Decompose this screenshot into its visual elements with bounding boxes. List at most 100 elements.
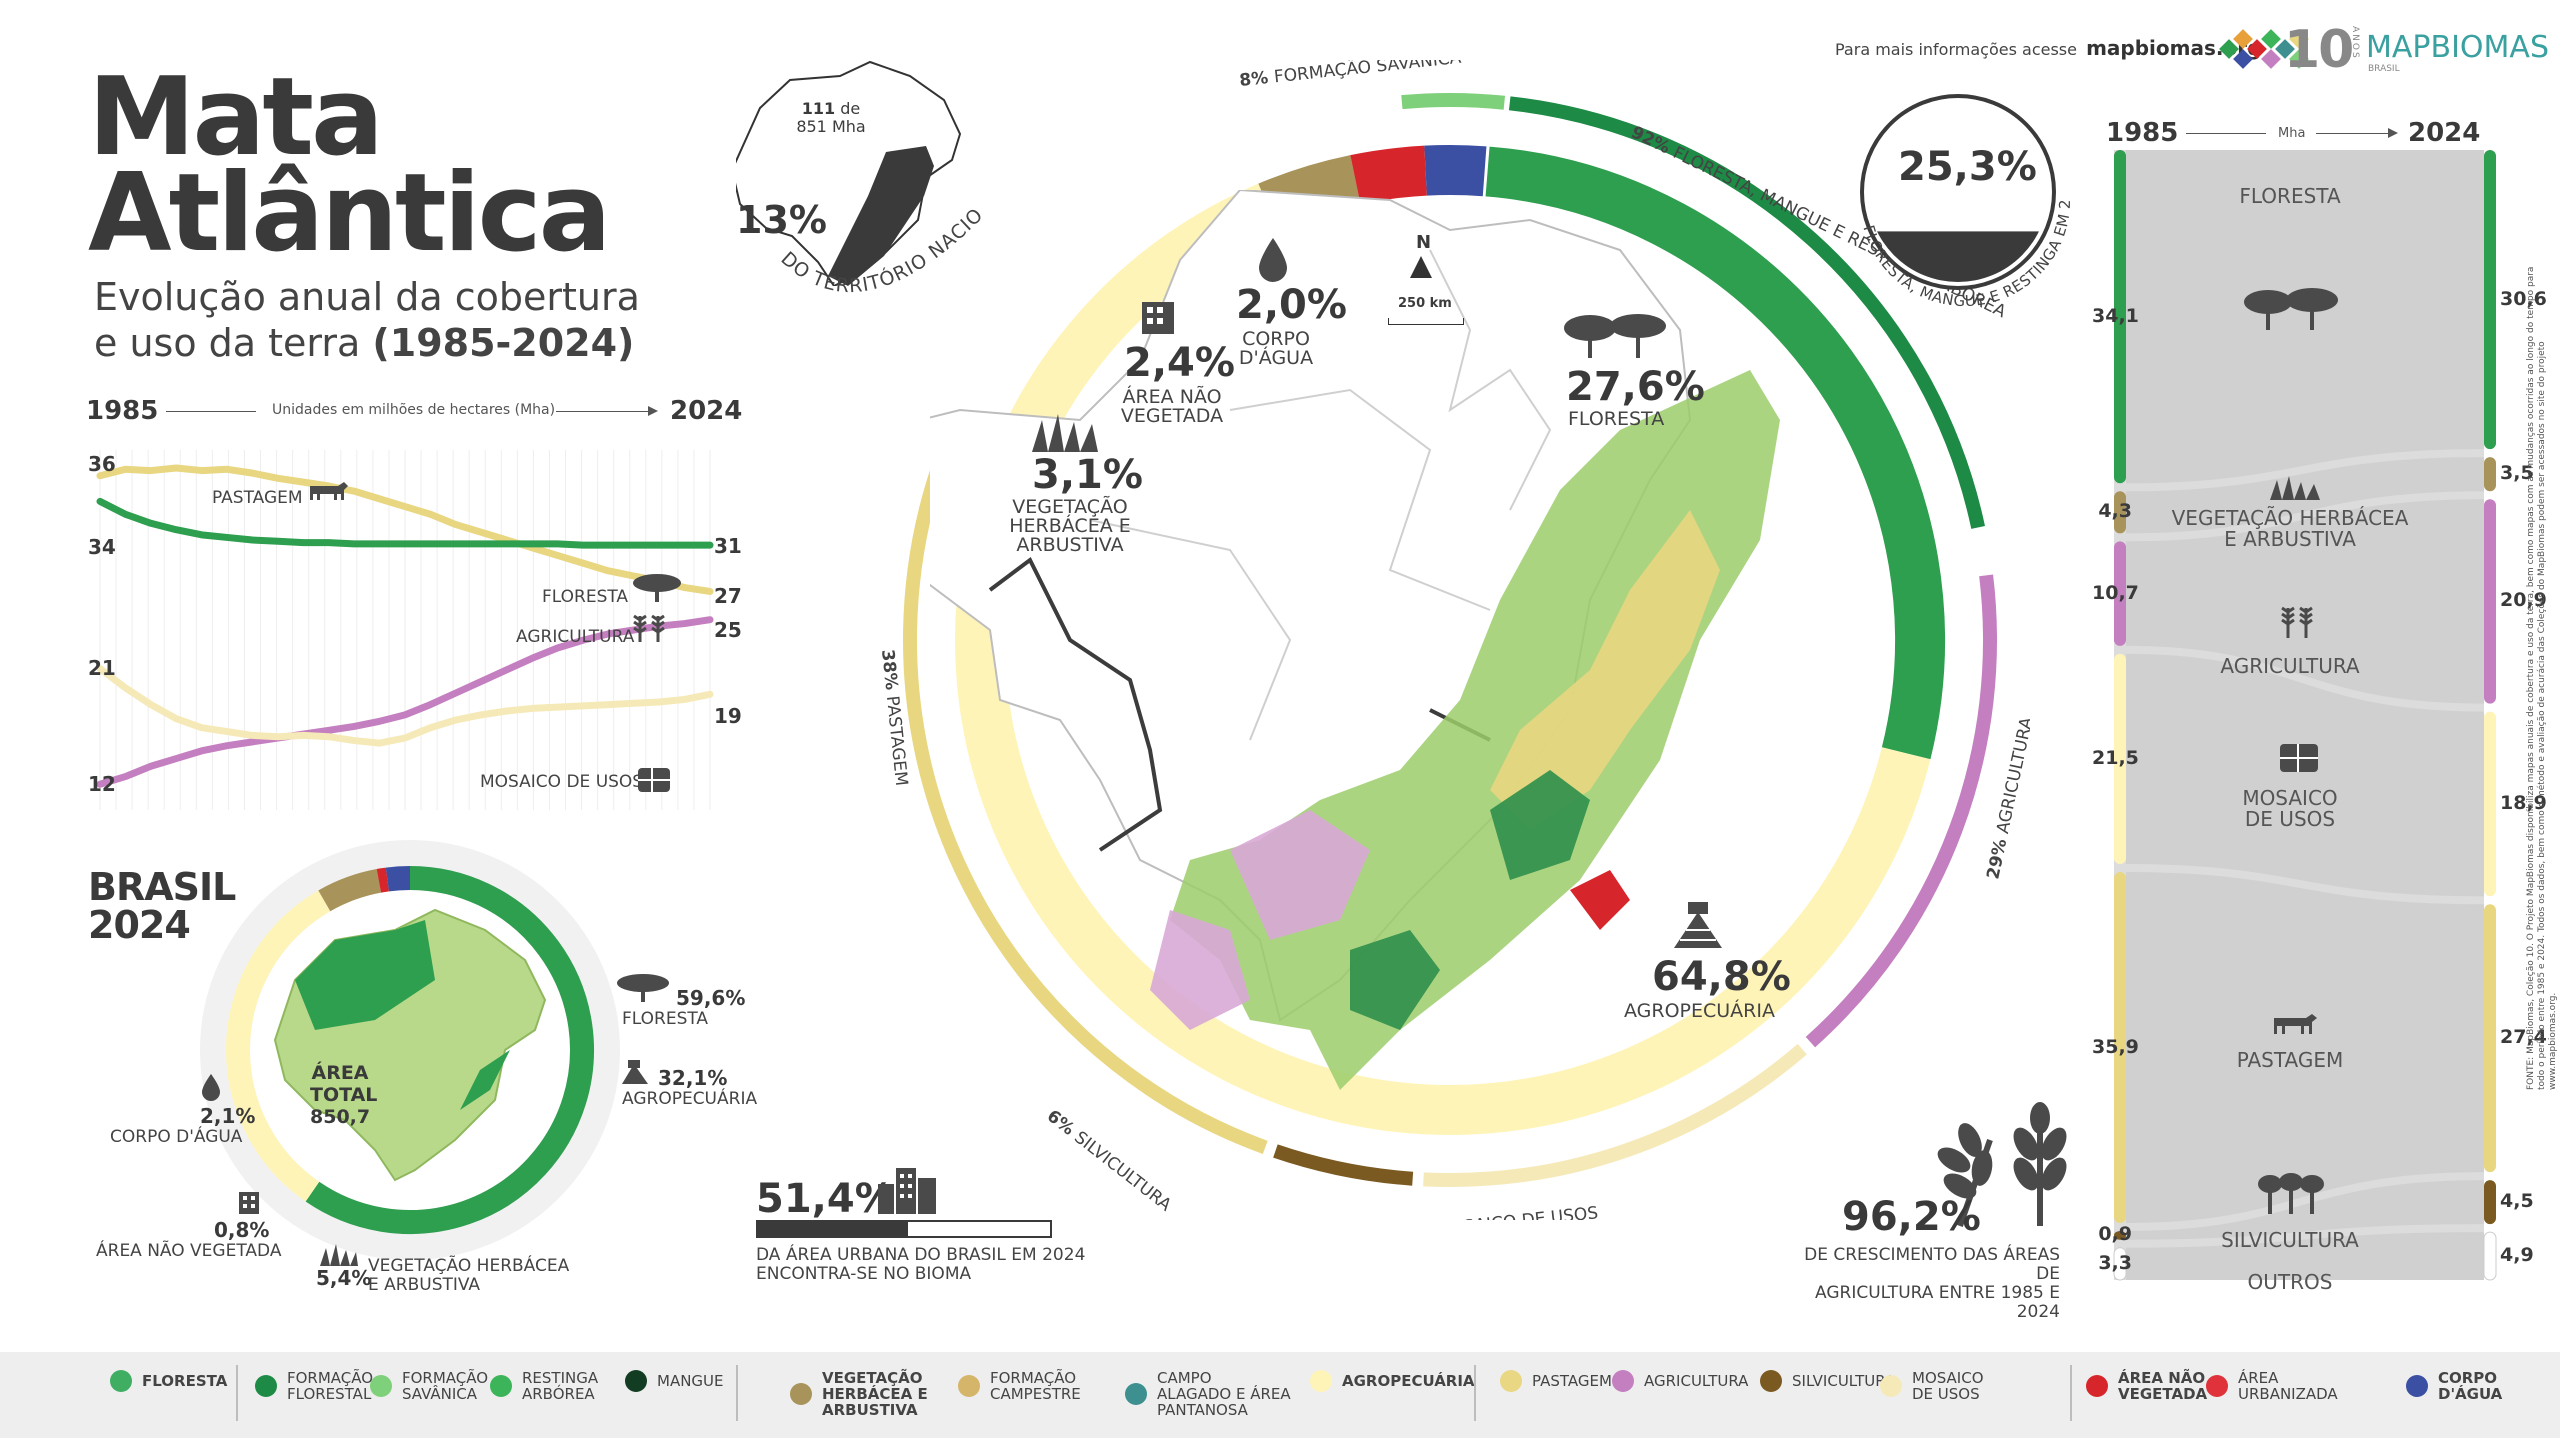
central-water-icon bbox=[1259, 238, 1287, 282]
info-line: Para mais informações acesse mapbiomas.o… bbox=[1835, 36, 2261, 60]
legend-item-5: VEGETAÇÃO HERBÁCEA E ARBUSTIVA bbox=[790, 1370, 928, 1418]
legend-item-2: FORMAÇÃO SAVÂNICA bbox=[370, 1370, 488, 1402]
floresta-end-label: 31 bbox=[714, 534, 742, 558]
sankey-unit: Mha bbox=[2278, 126, 2306, 141]
floresta-start-label: 34 bbox=[88, 535, 116, 559]
brasil-title-line1: BRASIL bbox=[88, 865, 236, 909]
north-arrow-icon bbox=[1410, 256, 1432, 278]
legend-swatch-15 bbox=[2406, 1375, 2428, 1397]
central-veg-icon bbox=[1032, 414, 1098, 452]
sankey-left-value-6: 3,3 bbox=[2098, 1251, 2132, 1274]
legend-label-15: CORPO D'ÁGUA bbox=[2438, 1369, 2503, 1403]
central-veg-value: 3,1% bbox=[1032, 452, 1143, 498]
outer-arc-label-0: 8% FORMAÇÃO SAVÂNICA bbox=[1238, 60, 1462, 91]
territory-area-total: 851 Mha bbox=[796, 117, 866, 136]
legend-label-4: MANGUE bbox=[657, 1372, 724, 1390]
brasil-veg-label-1: VEGETAÇÃO HERBÁCEA bbox=[368, 1256, 570, 1276]
brasil-ring-segment-1 bbox=[226, 890, 331, 1202]
mata-atlantica-map bbox=[930, 190, 1780, 1090]
agri-growth-text-1: DE CRESCIMENTO DAS ÁREAS DE bbox=[1804, 1245, 2060, 1284]
brasil-veg-value: 5,4% bbox=[316, 1266, 372, 1290]
brasil-ring-segment-2 bbox=[318, 869, 382, 912]
outer-arc-0 bbox=[1401, 93, 1506, 110]
sankey-right-value-3: 18,9 bbox=[2500, 791, 2547, 814]
pastagem-end-label: 27 bbox=[714, 584, 742, 608]
sankey-right-value-1: 3,5 bbox=[2500, 462, 2534, 485]
legend-item-4: MANGUE bbox=[625, 1370, 724, 1392]
sankey-left-bar-1 bbox=[2114, 491, 2126, 534]
agricultura-start-label: 12 bbox=[88, 772, 116, 796]
brasil-agro-value: 32,1% bbox=[658, 1066, 728, 1090]
central-ring-segment-floresta bbox=[1485, 146, 1945, 760]
sankey-cow-icon bbox=[2274, 1014, 2317, 1034]
brasil-ring-segments bbox=[226, 866, 594, 1234]
sankey-right-bar-2 bbox=[2484, 499, 2496, 704]
outer-arc-4 bbox=[1273, 1144, 1414, 1186]
sankey-right-bar-5 bbox=[2484, 1180, 2496, 1225]
legend-swatch-7 bbox=[1125, 1383, 1147, 1405]
legend-item-0: FLORESTA bbox=[110, 1370, 227, 1392]
sankey-category-6: OUTROS bbox=[2247, 1270, 2333, 1294]
legend-swatch-0 bbox=[110, 1370, 132, 1392]
central-agua-label-1: CORPO bbox=[1242, 328, 1310, 350]
sankey-left-value-3: 21,5 bbox=[2092, 746, 2139, 769]
central-building-icon bbox=[1142, 302, 1174, 334]
legend-item-14: ÁREA URBANIZADA bbox=[2206, 1370, 2338, 1402]
tree-icon bbox=[633, 574, 681, 602]
legend-swatch-1 bbox=[255, 1375, 277, 1397]
outer-arc-label-2: 29% AGRICULTURA bbox=[1983, 715, 2030, 881]
brasil-map-icon bbox=[273, 908, 547, 1182]
brasil-ring-segment-3 bbox=[376, 867, 390, 893]
central-agua-label-2: D'ÁGUA bbox=[1238, 347, 1314, 369]
sankey-category-2: AGRICULTURA bbox=[2220, 654, 2360, 678]
territory-label-arc: DO TERRITÓRIO NACIONAL bbox=[760, 180, 987, 297]
brasil-water-icon bbox=[202, 1074, 220, 1101]
line-series-1 bbox=[96, 497, 714, 549]
sankey-flows bbox=[2114, 150, 2484, 1280]
sankey-flow-5 bbox=[2126, 1180, 2484, 1240]
sankey-veg-icon bbox=[2270, 476, 2320, 500]
sankey-category-4: PASTAGEM bbox=[2236, 1048, 2344, 1072]
legend-swatch-6 bbox=[958, 1375, 980, 1397]
central-floresta-value: 27,6% bbox=[1566, 364, 1705, 410]
forest-circle-label: FLORESTA, MANGUE E RESTINGA EM 2024 bbox=[1840, 76, 2074, 310]
scale-label: 250 km bbox=[1398, 296, 1452, 311]
central-floresta-icon bbox=[1564, 314, 1666, 358]
legend-swatch-9 bbox=[1500, 1370, 1522, 1392]
page-subtitle: Evolução anual da cobertura e uso da ter… bbox=[94, 274, 640, 366]
source-note-box: FONTE: MapBiomas, Coleção 10. O Projeto … bbox=[2526, 260, 2560, 1090]
sankey-right-value-4: 27,4 bbox=[2500, 1026, 2547, 1049]
central-naoveg-label: ÁREA NÃO VEGETADA bbox=[1112, 388, 1232, 426]
central-ring-segment-nao-vegetada bbox=[1350, 145, 1428, 205]
sankey-flow-6 bbox=[2126, 1232, 2484, 1280]
line-series-3 bbox=[96, 665, 714, 747]
legend-label-8: AGROPECUÁRIA bbox=[1342, 1372, 1475, 1390]
legend-label-1: FORMAÇÃO FLORESTAL bbox=[287, 1369, 374, 1403]
legend-swatch-10 bbox=[1612, 1370, 1634, 1392]
sankey-flow-3 bbox=[2126, 653, 2484, 897]
agri-growth-icon bbox=[1937, 1102, 2067, 1227]
brasil-area-label-2: TOTAL bbox=[310, 1084, 378, 1106]
sankey-left-value-1: 4,3 bbox=[2098, 500, 2132, 523]
sankey-right-value-0: 30,6 bbox=[2500, 287, 2547, 310]
central-naoveg-value: 2,4% bbox=[1124, 340, 1235, 386]
sankey-chart bbox=[2113, 150, 2497, 1281]
brasil-naoveg-label: ÁREA NÃO VEGETADA bbox=[96, 1241, 282, 1261]
brasil-naoveg-value: 0,8% bbox=[214, 1218, 270, 1242]
sankey-left-bar-4 bbox=[2114, 872, 2126, 1223]
wheat-icon bbox=[633, 614, 665, 642]
svg-text:FLORESTA, MANGUE E RESTINGA EM: FLORESTA, MANGUE E RESTINGA EM 2024 bbox=[1840, 76, 2074, 310]
legend-label-7: CAMPO ALAGADO E ÁREA PANTANOSA bbox=[1157, 1369, 1291, 1419]
sankey-category-0: FLORESTA bbox=[2239, 184, 2341, 208]
subtitle-years: (1985-2024) bbox=[372, 321, 635, 365]
brasil-veg-label-2: E ARBUSTIVA bbox=[368, 1275, 481, 1295]
sankey-end-year: 2024 bbox=[2408, 118, 2481, 148]
sankey-left-value-5: 0,9 bbox=[2098, 1223, 2132, 1246]
subtitle-line-2: e uso da terra bbox=[94, 321, 361, 365]
legend-swatch-3 bbox=[490, 1375, 512, 1397]
brasil-veg-label: VEGETAÇÃO HERBÁCEA E ARBUSTIVA bbox=[368, 1257, 569, 1295]
mapbiomas-logo[interactable]: 10 ANOS MAPBIOMAS BRASIL bbox=[2218, 20, 2549, 80]
central-agro-icon bbox=[1674, 902, 1722, 948]
legend-item-10: AGRICULTURA bbox=[1612, 1370, 1748, 1392]
brasil-agua-label: CORPO D'ÁGUA bbox=[110, 1127, 243, 1147]
